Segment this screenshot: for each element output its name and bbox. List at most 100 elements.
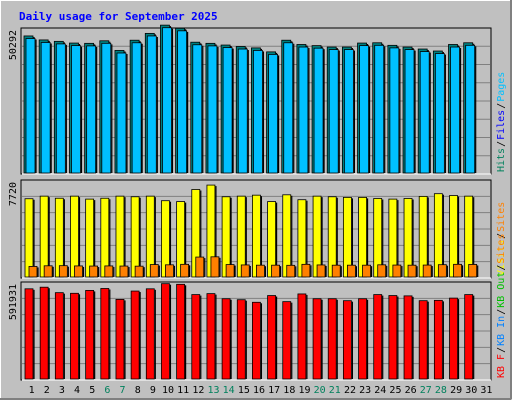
chart-panels: 50292Hits/Files/Pages7720Visits/Sites591… <box>8 24 507 381</box>
bar-visits-face <box>297 199 306 277</box>
bar-sites <box>362 264 373 278</box>
bar-sites-outline <box>104 265 114 278</box>
bar-sites-outline <box>210 256 220 278</box>
bar-visits-face <box>343 197 352 277</box>
bar-files-face <box>268 54 278 173</box>
day-label: 3 <box>59 385 65 396</box>
bar-kbf-face <box>449 298 458 379</box>
bar-visits-face <box>449 195 458 277</box>
bar-kbf-face <box>161 283 170 379</box>
bar-sites-outline <box>453 263 462 278</box>
bar-sites <box>195 256 206 278</box>
bar-files-outline <box>465 44 476 174</box>
bar-sites-face <box>423 265 432 277</box>
bar-sites-outline <box>74 265 83 278</box>
bar-sites-face <box>301 264 310 277</box>
bar-sites <box>271 264 282 278</box>
bar-kbf-outline <box>115 298 125 380</box>
bar-kbf-outline <box>85 290 95 380</box>
bar-sites-outline <box>149 264 159 278</box>
bar-files-outline <box>55 43 66 174</box>
day-label: 20 <box>314 385 326 396</box>
bar-sites-outline <box>195 256 205 278</box>
bar-kbf-face <box>55 292 64 379</box>
bar-visits-face <box>282 194 291 277</box>
bar-kbf <box>85 290 96 380</box>
legend-middle-0: Visits <box>496 240 507 276</box>
bar-sites-face <box>44 265 53 277</box>
bar-kbf-face <box>282 301 291 379</box>
bar-visits-face <box>25 198 33 277</box>
bar-kbf-outline <box>449 297 458 380</box>
day-label: 22 <box>344 385 356 396</box>
bar-files-face <box>86 45 96 173</box>
bar-files-outline <box>101 42 112 174</box>
bar-kbf <box>70 292 81 380</box>
bar-visits-face <box>191 189 200 277</box>
bar-files <box>40 42 52 174</box>
bar-visits-face <box>85 199 94 277</box>
legend-middle-2: Sites <box>496 202 507 232</box>
bar-visits-face <box>222 196 231 277</box>
bar-files-face <box>238 49 248 173</box>
panel-top-max-label: 50292 <box>8 30 19 60</box>
bar-kbf <box>282 301 293 380</box>
bar-files-face <box>465 45 475 173</box>
bar-sites <box>468 264 479 278</box>
bar-kbf <box>418 300 429 380</box>
bar-files-face <box>56 43 66 174</box>
bar-visits <box>54 197 65 278</box>
bar-files-face <box>116 53 126 174</box>
bar-kbf <box>252 301 263 380</box>
bar-sites <box>392 264 403 278</box>
bar-sites-face <box>119 266 128 277</box>
bar-files-outline <box>222 47 233 174</box>
bar-sites-face <box>241 264 250 277</box>
bar-visits <box>282 194 293 278</box>
bar-sites-face <box>135 266 144 277</box>
bar-files <box>177 30 189 174</box>
bar-files <box>465 44 477 174</box>
bar-kbf <box>221 298 232 380</box>
bar-files-face <box>26 38 35 174</box>
bar-kbf-face <box>373 294 382 379</box>
bar-kbf-outline <box>388 295 398 380</box>
day-label: 11 <box>177 385 189 396</box>
bar-kbf <box>54 292 65 380</box>
bar-visits-face <box>55 198 64 277</box>
day-label: 13 <box>207 385 219 396</box>
bar-sites-outline <box>165 264 174 278</box>
bar-kbf-outline <box>342 300 352 380</box>
bar-visits-face <box>434 193 443 277</box>
day-label: 21 <box>329 385 341 396</box>
bar-visits <box>130 196 141 278</box>
day-label: 8 <box>135 385 141 396</box>
bar-kbf-face <box>252 302 261 379</box>
bar-kbf <box>373 294 384 380</box>
bar-files-outline <box>131 42 142 174</box>
bar-files-face <box>329 49 339 173</box>
bar-kbf-face <box>40 287 49 379</box>
bar-files-outline <box>450 46 460 174</box>
bar-kbf <box>449 297 460 380</box>
bar-files-face <box>71 45 81 174</box>
bar-sites-face <box>362 265 371 277</box>
bar-visits-face <box>464 196 473 277</box>
bar-files-face <box>405 49 415 173</box>
legend-middle-1: / <box>496 233 507 239</box>
bar-sites-face <box>165 264 174 277</box>
bar-files <box>434 53 446 174</box>
bar-kbf-outline <box>327 298 337 380</box>
bar-sites-face <box>392 265 401 277</box>
bar-sites-outline <box>240 264 250 278</box>
bar-sites-outline <box>377 264 387 278</box>
bar-kbf-face <box>464 294 473 379</box>
bar-visits <box>39 195 50 278</box>
bar-kbf-outline <box>403 295 413 380</box>
bar-kbf-face <box>358 298 367 379</box>
bar-files-outline <box>25 38 36 174</box>
bar-kbf <box>191 294 202 380</box>
bar-sites <box>104 265 115 278</box>
bar-files <box>207 45 219 174</box>
